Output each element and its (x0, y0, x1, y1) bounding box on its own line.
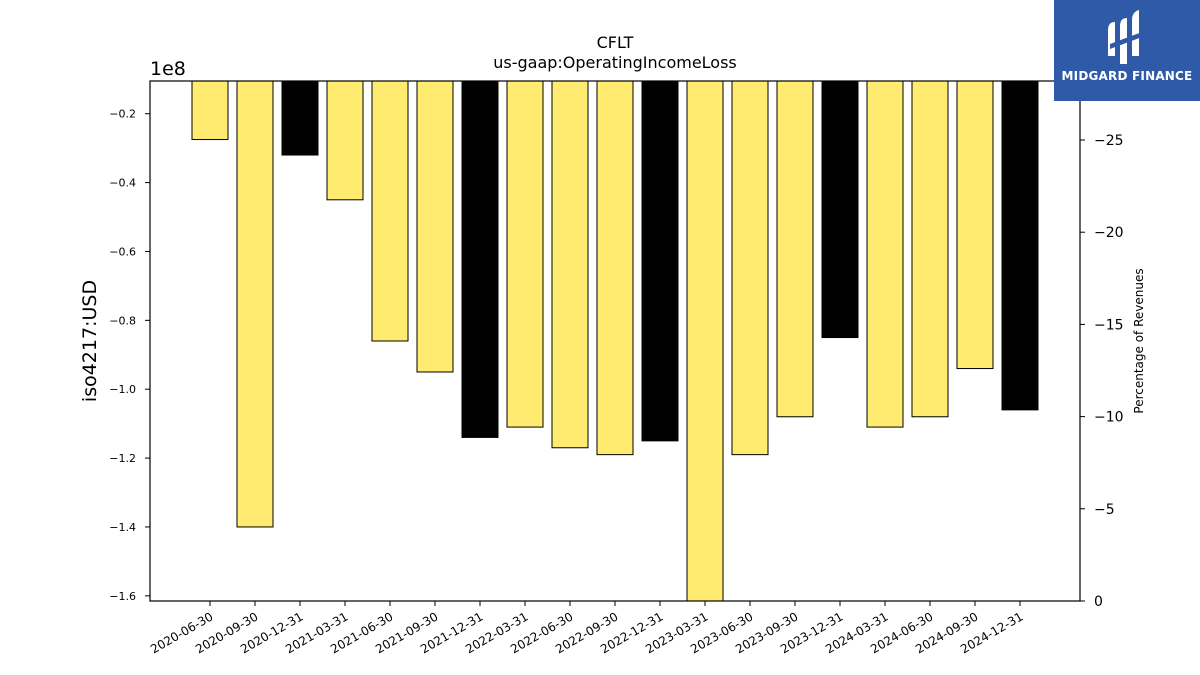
bar-2021-12-31 (461, 80, 499, 438)
logo-text: MIDGARD FINANCE (1061, 69, 1193, 83)
y-tick-label: −1.4 (109, 521, 136, 534)
y2-tick-label: −25 (1094, 133, 1124, 149)
bar-2021-06-30 (371, 80, 409, 342)
y2-tick-label: −20 (1094, 225, 1124, 241)
y-tick-label: −0.4 (109, 177, 136, 190)
y2-tick-label: 0 (1094, 594, 1103, 610)
bar-2023-06-30 (731, 80, 769, 456)
y-tick-label: −1.6 (109, 590, 136, 603)
chart-subtitle: us-gaap:OperatingIncomeLoss (493, 53, 737, 72)
bar-2020-06-30 (191, 80, 229, 141)
bar-2022-03-31 (506, 80, 544, 428)
bar-2020-09-30 (236, 80, 274, 528)
bar-2022-12-31 (641, 80, 679, 442)
y-offset-label: 1e8 (150, 58, 186, 80)
y-axis-label: iso4217:USD (79, 280, 101, 402)
bar-2022-06-30 (551, 80, 589, 449)
bar-2024-09-30 (956, 80, 994, 370)
bar-2021-03-31 (326, 80, 364, 201)
bars-group (191, 80, 1039, 602)
y-tick-label: −0.6 (109, 245, 136, 258)
bar-2024-12-31 (1001, 80, 1039, 411)
y2-tick-label: −10 (1094, 410, 1124, 426)
midgard-finance-logo: MIDGARD FINANCE (1054, 0, 1200, 101)
bar-2023-09-30 (776, 80, 814, 418)
bar-2023-03-31 (686, 80, 724, 602)
y-tick-label: −1.0 (109, 383, 136, 396)
bar-2022-09-30 (596, 80, 634, 456)
chart-title: CFLT (597, 33, 634, 52)
y-tick-label: −0.8 (109, 314, 136, 327)
y2-tick-label: −15 (1094, 317, 1124, 333)
y-tick-label: −1.2 (109, 452, 136, 465)
bar-2024-06-30 (911, 80, 949, 418)
midgard-logo-icon (1108, 10, 1142, 64)
y2-tick-label: −5 (1094, 502, 1115, 518)
bar-2021-09-30 (416, 80, 454, 373)
bar-2020-12-31 (281, 80, 319, 156)
y-tick-label: −0.2 (109, 108, 136, 121)
bar-2023-12-31 (821, 80, 859, 339)
y2-axis-label: Percentage of Revenues (1132, 268, 1146, 413)
bar-2024-03-31 (866, 80, 904, 428)
